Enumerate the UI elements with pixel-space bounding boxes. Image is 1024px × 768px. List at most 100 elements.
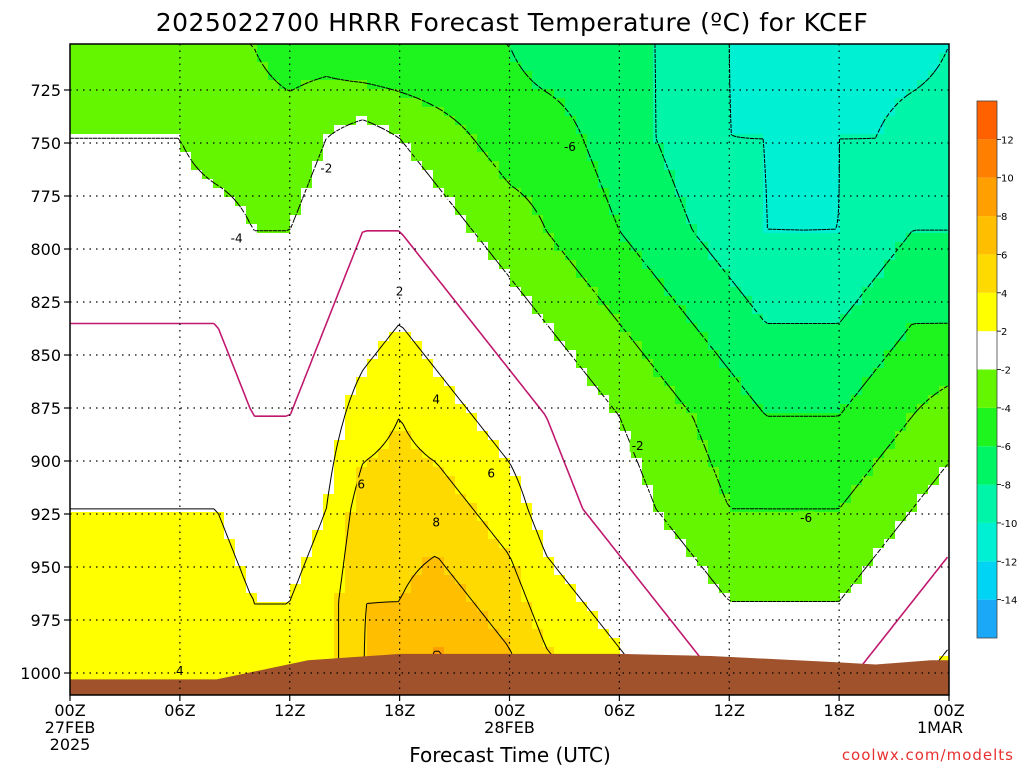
temperature-cell [246, 251, 258, 261]
temperature-cell [224, 350, 236, 360]
temperature-cell [807, 323, 819, 333]
temperature-cell [279, 575, 291, 585]
temperature-cell [565, 188, 577, 198]
temperature-cell [367, 386, 379, 396]
temperature-cell [422, 89, 434, 99]
temperature-cell [389, 602, 401, 612]
temperature-cell [554, 431, 566, 441]
temperature-cell [180, 323, 192, 333]
temperature-cell [334, 44, 346, 54]
temperature-cell [136, 62, 148, 72]
temperature-cell [180, 296, 192, 306]
temperature-cell [543, 233, 555, 243]
temperature-cell [136, 530, 148, 540]
temperature-cell [708, 386, 720, 396]
temperature-cell [147, 215, 159, 225]
temperature-cell [180, 152, 192, 162]
temperature-cell [378, 341, 390, 351]
temperature-cell [345, 89, 357, 99]
temperature-cell [114, 674, 126, 684]
temperature-cell [477, 197, 489, 207]
temperature-cell [675, 179, 687, 189]
temperature-cell [334, 548, 346, 558]
temperature-cell [785, 296, 797, 306]
temperature-cell [147, 107, 159, 117]
temperature-cell [213, 287, 225, 297]
temperature-cell [345, 593, 357, 603]
temperature-cell [323, 170, 335, 180]
temperature-cell [565, 206, 577, 216]
temperature-cell [235, 98, 247, 108]
temperature-cell [169, 539, 181, 549]
temperature-cell [543, 170, 555, 180]
temperature-cell [103, 125, 115, 135]
temperature-cell [345, 53, 357, 63]
temperature-cell [785, 413, 797, 423]
temperature-cell [631, 548, 643, 558]
temperature-cell [697, 269, 709, 279]
temperature-cell [576, 467, 588, 477]
temperature-cell [554, 215, 566, 225]
temperature-cell [466, 98, 478, 108]
temperature-cell [169, 188, 181, 198]
temperature-cell [444, 251, 456, 261]
temperature-cell [400, 539, 412, 549]
temperature-cell [378, 62, 390, 72]
temperature-cell [796, 386, 808, 396]
temperature-cell [323, 404, 335, 414]
temperature-cell [587, 647, 599, 657]
temperature-cell [400, 638, 412, 648]
temperature-cell [576, 638, 588, 648]
temperature-cell [598, 404, 610, 414]
temperature-cell [400, 467, 412, 477]
temperature-cell [763, 242, 775, 252]
temperature-cell [191, 278, 203, 288]
temperature-cell [785, 215, 797, 225]
temperature-cell [752, 206, 764, 216]
temperature-cell [180, 332, 192, 342]
temperature-cell [268, 575, 280, 585]
temperature-cell [81, 305, 93, 315]
temperature-cell [499, 476, 511, 486]
temperature-cell [114, 422, 126, 432]
temperature-cell [92, 233, 104, 243]
temperature-cell [686, 305, 698, 315]
temperature-cell [323, 341, 335, 351]
temperature-cell [609, 170, 621, 180]
temperature-cell [543, 530, 555, 540]
temperature-cell [345, 233, 357, 243]
temperature-cell [279, 440, 291, 450]
temperature-cell [246, 467, 258, 477]
temperature-cell [224, 98, 236, 108]
temperature-cell [576, 440, 588, 450]
temperature-cell [763, 134, 775, 144]
temperature-cell [741, 431, 753, 441]
temperature-cell [81, 395, 93, 405]
temperature-cell [114, 89, 126, 99]
temperature-cell [81, 431, 93, 441]
temperature-cell [158, 44, 170, 54]
temperature-cell [224, 539, 236, 549]
temperature-cell [411, 188, 423, 198]
temperature-cell [532, 98, 544, 108]
temperature-cell [488, 98, 500, 108]
temperature-cell [125, 62, 137, 72]
temperature-cell [202, 485, 214, 495]
temperature-cell [565, 260, 577, 270]
temperature-cell [334, 188, 346, 198]
temperature-cell [730, 476, 742, 486]
temperature-cell [433, 467, 445, 477]
temperature-cell [224, 215, 236, 225]
temperature-cell [147, 368, 159, 378]
temperature-cell [598, 98, 610, 108]
temperature-cell [422, 638, 434, 648]
temperature-cell [224, 467, 236, 477]
temperature-cell [510, 602, 522, 612]
temperature-cell [675, 242, 687, 252]
temperature-cell [807, 80, 819, 90]
temperature-cell [378, 350, 390, 360]
temperature-cell [114, 161, 126, 171]
temperature-cell [411, 494, 423, 504]
temperature-cell [576, 206, 588, 216]
temperature-cell [334, 368, 346, 378]
